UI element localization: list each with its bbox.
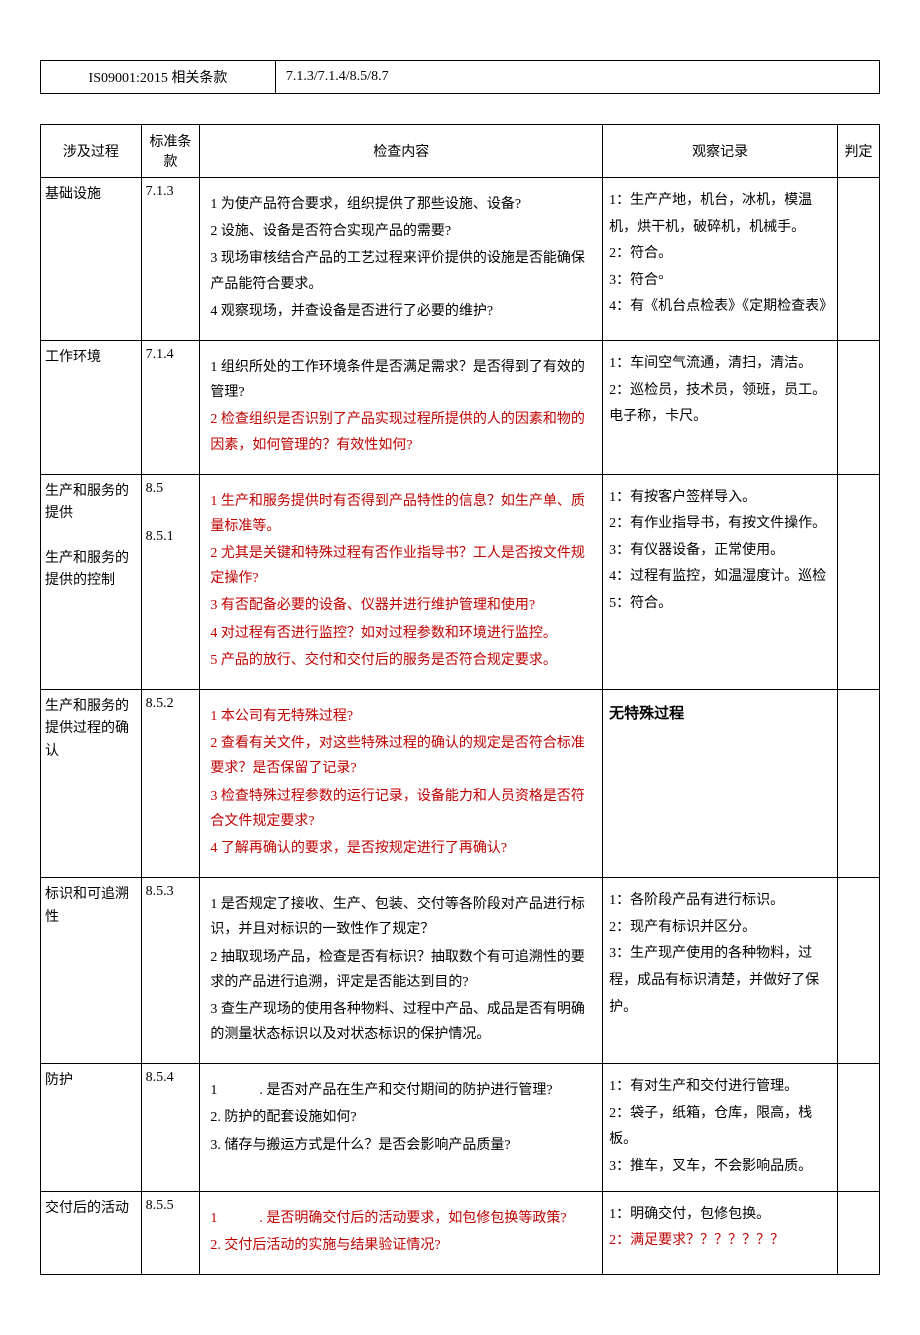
check-line: 1 本公司有无特殊过程? [210,704,592,729]
judge-cell [838,178,880,341]
observation-line: 4：过程有监控，如温湿度计。巡检 [609,564,831,591]
judge-cell [838,474,880,689]
observation-cell: 1：生产产地，机台，冰机，模温机，烘干机，破碎机，机械手。2：符合。3：符合°4… [603,178,838,341]
check-line: 3 查生产现场的使用各种物料、过程中产品、成品是否有明确的测量状态标识以及对状态… [210,997,592,1047]
check-content-cell: 1 是否规定了接收、生产、包装、交付等各阶段对产品进行标识，并且对标识的一致性作… [200,878,603,1064]
iso-clauses: 7.1.3/7.1.4/8.5/8.7 [275,61,879,94]
audit-checklist-table: 涉及过程 标准条款 检查内容 观察记录 判定 基础设施7.1.31 为使产品符合… [40,124,880,1275]
judge-cell [838,878,880,1064]
judge-cell [838,1191,880,1274]
check-line: 1 是否规定了接收、生产、包装、交付等各阶段对产品进行标识，并且对标识的一致性作… [210,892,592,942]
table-row: 基础设施7.1.31 为使产品符合要求，组织提供了那些设施、设备?2 设施、设备… [41,178,880,341]
process-cell: 生产和服务的提供过程的确认 [41,690,142,878]
check-line: 2 抽取现场产品，检查是否有标识？抽取数个有可追溯性的要求的产品进行追溯，评定是… [210,945,592,995]
check-content-cell: 1 . 是否明确交付后的活动要求，如包修包换等政策?2. 交付后活动的实施与结果… [200,1191,603,1274]
observation-cell: 1：明确交付，包修包换。2：满足要求？？？？？？？ [603,1191,838,1274]
check-line: 2 尤其是关键和特殊过程有否作业指导书？工人是否按文件规定操作? [210,541,592,591]
check-line: 3 有否配备必要的设备、仪器并进行维护管理和使用? [210,593,592,618]
check-line: 1 组织所处的工作环境条件是否满足需求？是否得到了有效的管理? [210,355,592,405]
process-cell: 工作环境 [41,340,142,474]
col-header-judge: 判定 [838,125,880,178]
col-header-process: 涉及过程 [41,125,142,178]
observation-line: 1：明确交付，包修包换。 [609,1202,831,1229]
clause-cell: 8.5.5 [141,1191,200,1274]
check-line: 2 检查组织是否识别了产品实现过程所提供的人的因素和物的因素，如何管理的？有效性… [210,407,592,457]
observation-line: 2：有作业指导书，有按文件操作。 [609,511,831,538]
table-row: 工作环境7.1.41 组织所处的工作环境条件是否满足需求？是否得到了有效的管理?… [41,340,880,474]
clause-cell: 7.1.4 [141,340,200,474]
observation-line: 1：各阶段产品有进行标识。 [609,888,831,915]
check-content-cell: 1 为使产品符合要求，组织提供了那些设施、设备?2 设施、设备是否符合实现产品的… [200,178,603,341]
observation-line: 3：符合° [609,268,831,295]
process-cell: 基础设施 [41,178,142,341]
check-line: 2 查看有关文件，对这些特殊过程的确认的规定是否符合标准要求？是否保留了记录? [210,731,592,781]
observation-line: 2：符合。 [609,241,831,268]
judge-cell [838,690,880,878]
observation-line: 1：生产产地，机台，冰机，模温机，烘干机，破碎机，机械手。 [609,188,831,241]
check-line: 5 产品的放行、交付和交付后的服务是否符合规定要求。 [210,648,592,673]
process-cell: 生产和服务的提供 生产和服务的提供的控制 [41,474,142,689]
check-line: 4 了解再确认的要求，是否按规定进行了再确认? [210,836,592,861]
observation-cell: 1：各阶段产品有进行标识。2：现产有标识并区分。3：生产现产使用的各种物料，过程… [603,878,838,1064]
check-content-cell: 1 组织所处的工作环境条件是否满足需求？是否得到了有效的管理?2 检查组织是否识… [200,340,603,474]
observation-line: 2：满足要求？？？？？？？ [609,1228,831,1255]
clause-cell: 7.1.3 [141,178,200,341]
observation-cell: 1：有按客户签样导入。2：有作业指导书，有按文件操作。3：有仪器设备，正常使用。… [603,474,838,689]
check-line: 1 . 是否对产品在生产和交付期间的防护进行管理? [210,1078,592,1103]
check-line: 4 对过程有否进行监控？如对过程参数和环境进行监控。 [210,621,592,646]
process-cell: 标识和可追溯性 [41,878,142,1064]
observation-line: 4：有《机台点检表》《定期检查表》 [609,294,831,321]
clause-cell: 8.5.2 [141,690,200,878]
clause-cell: 8.5 8.5.1 [141,474,200,689]
observation-cell: 无特殊过程 [603,690,838,878]
check-content-cell: 1 本公司有无特殊过程?2 查看有关文件，对这些特殊过程的确认的规定是否符合标准… [200,690,603,878]
judge-cell [838,340,880,474]
process-cell: 防护 [41,1064,142,1191]
table-row: 防护8.5.41 . 是否对产品在生产和交付期间的防护进行管理?2. 防护的配套… [41,1064,880,1191]
observation-line: 3：推车，叉车，不会影响品质。 [609,1154,831,1181]
observation-line: 1：有对生产和交付进行管理。 [609,1074,831,1101]
table-header-row: 涉及过程 标准条款 检查内容 观察记录 判定 [41,125,880,178]
iso-label: IS09001:2015 相关条款 [41,61,276,94]
check-line: 3 现场审核结合产品的工艺过程来评价提供的设施是否能确保产品能符合要求。 [210,246,592,296]
check-line: 2. 交付后活动的实施与结果验证情况? [210,1233,592,1258]
check-line: 1 生产和服务提供时有否得到产品特性的信息？如生产单、质量标准等。 [210,489,592,539]
observation-cell: 1：有对生产和交付进行管理。2：袋子，纸箱，仓库，限高，栈板。3：推车，叉车，不… [603,1064,838,1191]
table-row: 标识和可追溯性8.5.31 是否规定了接收、生产、包装、交付等各阶段对产品进行标… [41,878,880,1064]
observation-line: 1：有按客户签样导入。 [609,485,831,512]
clause-cell: 8.5.3 [141,878,200,1064]
check-line: 2. 防护的配套设施如何? [210,1105,592,1130]
clause-cell: 8.5.4 [141,1064,200,1191]
col-header-check: 检查内容 [200,125,603,178]
observation-line: 3：生产现产使用的各种物料，过程，成品有标识清楚，并做好了保护。 [609,941,831,1021]
check-line: 2 设施、设备是否符合实现产品的需要? [210,219,592,244]
table-body: 基础设施7.1.31 为使产品符合要求，组织提供了那些设施、设备?2 设施、设备… [41,178,880,1275]
header-clause-table: IS09001:2015 相关条款 7.1.3/7.1.4/8.5/8.7 [40,60,880,94]
observation-line: 2：袋子，纸箱，仓库，限高，栈板。 [609,1101,831,1154]
table-row: 生产和服务的提供 生产和服务的提供的控制8.5 8.5.11 生产和服务提供时有… [41,474,880,689]
observation-line: 5：符合。 [609,591,831,618]
table-row: 交付后的活动8.5.51 . 是否明确交付后的活动要求，如包修包换等政策?2. … [41,1191,880,1274]
observation-cell: 1：车间空气流通，清扫，清洁。2：巡检员，技术员，领班，员工。电子称，卡尺。 [603,340,838,474]
table-row: 生产和服务的提供过程的确认8.5.21 本公司有无特殊过程?2 查看有关文件，对… [41,690,880,878]
check-content-cell: 1 生产和服务提供时有否得到产品特性的信息？如生产单、质量标准等。2 尤其是关键… [200,474,603,689]
process-cell: 交付后的活动 [41,1191,142,1274]
check-line: 1 为使产品符合要求，组织提供了那些设施、设备? [210,192,592,217]
observation-line: 无特殊过程 [609,700,831,729]
judge-cell [838,1064,880,1191]
col-header-clause: 标准条款 [141,125,200,178]
observation-line: 2：现产有标识并区分。 [609,915,831,942]
check-line: 4 观察现场，并查设备是否进行了必要的维护? [210,299,592,324]
check-line: 3. 储存与搬运方式是什么？是否会影响产品质量? [210,1133,592,1158]
observation-line: 3：有仪器设备，正常使用。 [609,538,831,565]
observation-line: 2：巡检员，技术员，领班，员工。电子称，卡尺。 [609,378,831,431]
check-line: 1 . 是否明确交付后的活动要求，如包修包换等政策? [210,1206,592,1231]
check-content-cell: 1 . 是否对产品在生产和交付期间的防护进行管理?2. 防护的配套设施如何? 3.… [200,1064,603,1191]
check-line: 3 检查特殊过程参数的运行记录，设备能力和人员资格是否符合文件规定要求? [210,784,592,834]
observation-line: 1：车间空气流通，清扫，清洁。 [609,351,831,378]
col-header-obs: 观察记录 [603,125,838,178]
